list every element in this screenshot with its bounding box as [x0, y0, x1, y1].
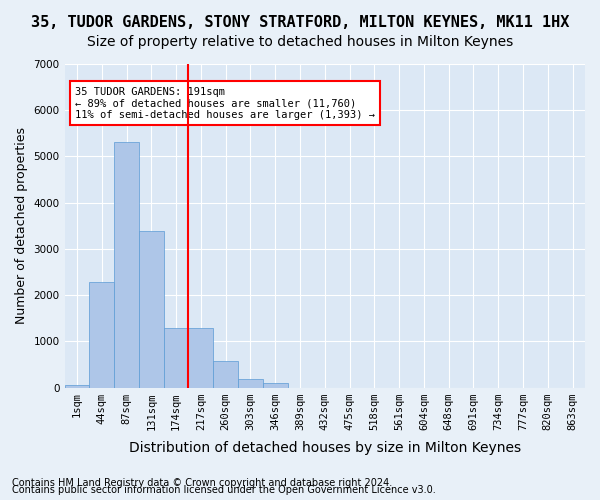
Bar	[164, 328, 188, 388]
Bar	[213, 360, 238, 388]
Y-axis label: Number of detached properties: Number of detached properties	[15, 128, 28, 324]
Bar	[89, 282, 114, 388]
Bar	[263, 383, 287, 388]
Bar	[188, 328, 213, 388]
Text: Size of property relative to detached houses in Milton Keynes: Size of property relative to detached ho…	[87, 35, 513, 49]
Text: 35, TUDOR GARDENS, STONY STRATFORD, MILTON KEYNES, MK11 1HX: 35, TUDOR GARDENS, STONY STRATFORD, MILT…	[31, 15, 569, 30]
Text: 35 TUDOR GARDENS: 191sqm
← 89% of detached houses are smaller (11,760)
11% of se: 35 TUDOR GARDENS: 191sqm ← 89% of detach…	[75, 86, 375, 120]
Bar	[114, 142, 139, 388]
X-axis label: Distribution of detached houses by size in Milton Keynes: Distribution of detached houses by size …	[129, 441, 521, 455]
Bar	[65, 385, 89, 388]
Bar	[238, 380, 263, 388]
Text: Contains public sector information licensed under the Open Government Licence v3: Contains public sector information licen…	[12, 485, 436, 495]
Text: Contains HM Land Registry data © Crown copyright and database right 2024.: Contains HM Land Registry data © Crown c…	[12, 478, 392, 488]
Bar	[139, 232, 164, 388]
